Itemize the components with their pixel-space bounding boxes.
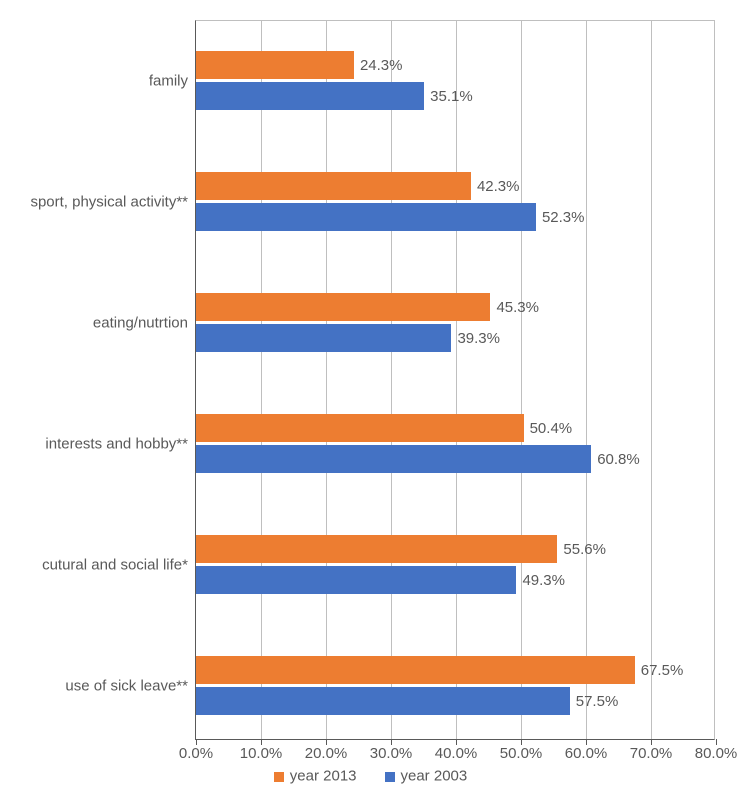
legend-item: year 2013 bbox=[274, 767, 357, 785]
legend-text: year 2003 bbox=[401, 768, 468, 785]
legend-item: year 2003 bbox=[385, 767, 468, 785]
bar-value-label: 39.3% bbox=[457, 330, 500, 347]
bar bbox=[196, 566, 516, 594]
y-tick-label: eating/nutrtion bbox=[93, 314, 188, 331]
bar-value-label: 42.3% bbox=[477, 178, 520, 195]
x-tick-label: 30.0% bbox=[370, 745, 413, 762]
legend-swatch bbox=[385, 772, 395, 782]
gridline bbox=[326, 21, 327, 739]
bar-value-label: 67.5% bbox=[641, 662, 684, 679]
bar-value-label: 35.1% bbox=[430, 88, 473, 105]
bar bbox=[196, 203, 536, 231]
x-tick-label: 50.0% bbox=[500, 745, 543, 762]
x-tick-label: 80.0% bbox=[695, 745, 738, 762]
x-tick-label: 20.0% bbox=[305, 745, 348, 762]
gridline bbox=[456, 21, 457, 739]
bar-value-label: 49.3% bbox=[522, 572, 565, 589]
bar-value-label: 24.3% bbox=[360, 57, 403, 74]
x-tick-label: 60.0% bbox=[565, 745, 608, 762]
gridline bbox=[521, 21, 522, 739]
gridline bbox=[651, 21, 652, 739]
gridline bbox=[391, 21, 392, 739]
x-tick-label: 40.0% bbox=[435, 745, 478, 762]
y-tick-label: use of sick leave** bbox=[65, 677, 188, 694]
x-tick-label: 10.0% bbox=[240, 745, 283, 762]
bar-value-label: 45.3% bbox=[496, 299, 539, 316]
bar-value-label: 52.3% bbox=[542, 209, 585, 226]
bar bbox=[196, 293, 490, 321]
chart-container: 0.0% 10.0% 20.0% 30.0% 40.0% 50.0% 60.0% 70.0% 8… bbox=[0, 0, 741, 791]
bar bbox=[196, 51, 354, 79]
bar bbox=[196, 172, 471, 200]
y-tick-label: family bbox=[149, 72, 188, 89]
legend-swatch bbox=[274, 772, 284, 782]
y-tick-label: sport, physical activity** bbox=[30, 193, 188, 210]
y-tick-label: cutural and social life* bbox=[42, 556, 188, 573]
bar bbox=[196, 82, 424, 110]
bar bbox=[196, 414, 524, 442]
gridline bbox=[586, 21, 587, 739]
bar bbox=[196, 324, 451, 352]
bar bbox=[196, 687, 570, 715]
y-tick-label: interests and hobby** bbox=[45, 435, 188, 452]
legend: year 2013 year 2003 bbox=[0, 767, 741, 785]
x-tick-label: 70.0% bbox=[630, 745, 673, 762]
bar bbox=[196, 535, 557, 563]
bar-value-label: 50.4% bbox=[530, 420, 573, 437]
x-tick-label: 0.0% bbox=[179, 745, 213, 762]
bar-value-label: 55.6% bbox=[563, 541, 606, 558]
bar-value-label: 60.8% bbox=[597, 451, 640, 468]
bar-value-label: 57.5% bbox=[576, 693, 619, 710]
bar bbox=[196, 445, 591, 473]
legend-text: year 2013 bbox=[290, 768, 357, 785]
plot-area: 0.0%10.0%20.0%30.0%40.0%50.0%60.0%70.0%8… bbox=[195, 20, 715, 740]
bar bbox=[196, 656, 635, 684]
gridline bbox=[261, 21, 262, 739]
